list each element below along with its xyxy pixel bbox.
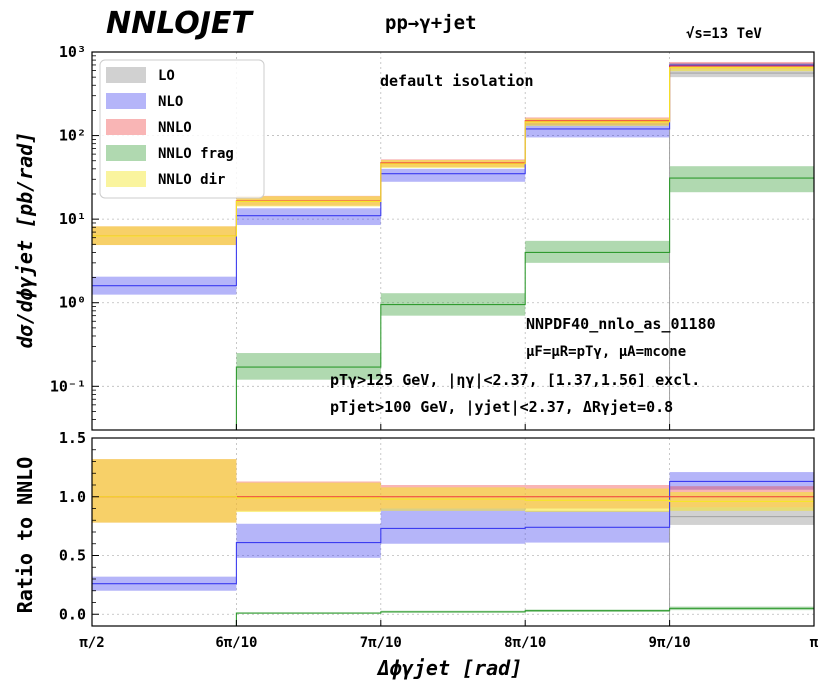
bottom-band-nlo-bin-2 bbox=[380, 508, 526, 544]
y-tick-label-top-0: 10⁻¹ bbox=[50, 377, 86, 395]
annotation-isolation: default isolation bbox=[380, 72, 534, 90]
series-lines bbox=[92, 64, 814, 627]
annotation-cuts-2: pTjet>100 GeV, |yjet|<2.37, ΔRγjet=0.8 bbox=[330, 398, 673, 417]
y-tick-label-bottom-3: 1.5 bbox=[59, 429, 86, 447]
x-tick-label-5: π bbox=[810, 635, 819, 651]
y-tick-label-top-1: 10⁰ bbox=[59, 294, 86, 312]
bottom-band-nlo-bin-1 bbox=[236, 523, 381, 558]
top-band-nlo-bin-3 bbox=[525, 123, 670, 138]
x-tick-label-3: 8π/10 bbox=[504, 635, 546, 651]
bottom-line-nnlo-dir bbox=[92, 496, 814, 502]
bottom-band-nlo-bin-3 bbox=[525, 510, 670, 543]
legend: LO NLO NNLO NNLO frag NNLO dir bbox=[99, 59, 265, 199]
y-tick-label-top-4: 10³ bbox=[59, 43, 86, 61]
legend-swatch-nlo bbox=[106, 93, 146, 109]
x-tick-label-2: 7π/10 bbox=[360, 635, 402, 651]
top-y-axis-label: dσ/dϕγjet [pb/rad] bbox=[13, 132, 37, 349]
bottom-line-nlo bbox=[92, 480, 814, 585]
annotation-scales: μF=μR=pTγ, μA=mcone bbox=[526, 344, 686, 360]
top-band-nnlo-frag-bin-1 bbox=[236, 353, 381, 380]
top-band-nnlo-frag-bin-4 bbox=[669, 166, 814, 193]
process-label: pp→γ+jet bbox=[385, 12, 477, 34]
legend-label-nnlo-dir: NNLO dir bbox=[158, 172, 225, 188]
legend-swatch-nnlo bbox=[106, 119, 146, 135]
axis-ticks bbox=[91, 51, 815, 627]
top-line-nnlo-dir bbox=[92, 67, 814, 237]
y-tick-label-bottom-0: 0.0 bbox=[59, 605, 86, 623]
x-tick-label-4: 9π/10 bbox=[649, 635, 691, 651]
legend-frame bbox=[99, 59, 265, 199]
bottom-band-nnlo-dir-bin-1 bbox=[236, 482, 381, 513]
top-line-nnlo-frag bbox=[92, 177, 814, 431]
logo-text: NNLOJET bbox=[106, 6, 254, 41]
y-tick-label-bottom-2: 1.0 bbox=[59, 488, 86, 506]
y-tick-label-top-2: 10¹ bbox=[59, 210, 86, 228]
tick-labels: π/2 6π/10 7π/10 8π/10 9π/10 π 10⁻¹ 10⁰ 10¹ 10² 10³… bbox=[50, 43, 819, 651]
legend-label-nnlo-frag: NNLO frag bbox=[158, 146, 234, 162]
y-tick-label-bottom-1: 0.5 bbox=[59, 547, 86, 565]
legend-swatch-nnlo-frag bbox=[106, 145, 146, 161]
top-band-nlo-bin-2 bbox=[380, 168, 526, 182]
legend-label-nlo: NLO bbox=[158, 94, 183, 110]
top-band-nlo-bin-1 bbox=[236, 208, 381, 226]
x-axis-label: Δϕγjet [rad] bbox=[376, 656, 523, 680]
legend-label-lo: LO bbox=[158, 68, 175, 84]
bottom-band-lo-bin-4 bbox=[669, 507, 814, 525]
legend-swatch-lo bbox=[106, 67, 146, 83]
bottom-band-nlo-bin-4 bbox=[669, 472, 814, 490]
bottom-band-nnlo-dir-bin-0 bbox=[92, 459, 237, 523]
bottom-y-axis-label: Ratio to NNLO bbox=[13, 457, 37, 614]
x-tick-label-1: 6π/10 bbox=[215, 635, 257, 651]
bottom-line-nnlo-frag bbox=[92, 607, 814, 627]
annotation-cuts-1: pTγ>125 GeV, |ηγ|<2.37, [1.37,1.56] excl… bbox=[330, 371, 700, 390]
annotation-pdf: NNPDF40_nnlo_as_01180 bbox=[526, 315, 716, 333]
legend-label-nnlo: NNLO bbox=[158, 120, 192, 136]
legend-swatch-nnlo-dir bbox=[106, 171, 146, 187]
y-tick-label-top-3: 10² bbox=[59, 127, 86, 145]
x-tick-label-0: π/2 bbox=[79, 635, 104, 651]
top-band-nnlo-frag-bin-3 bbox=[525, 240, 670, 263]
energy-label: √s=13 TeV bbox=[686, 26, 762, 42]
top-panel-frame bbox=[91, 51, 815, 431]
